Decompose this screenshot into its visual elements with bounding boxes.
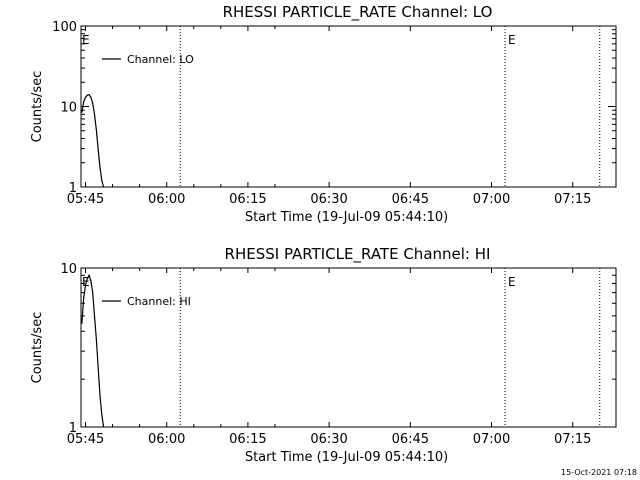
x-axis-label: Start Time (19-Jul-09 05:44:10) [245,210,448,225]
x-tick-label: 06:30 [310,192,347,207]
corner-flag-label: E [82,33,90,47]
data-point [103,186,105,188]
x-tick-label: 05:45 [67,192,104,207]
x-tick-label: 07:00 [473,192,510,207]
data-point [83,297,85,299]
data-point [90,96,92,98]
data-point [93,315,96,317]
data-point [95,128,97,130]
y-axis-label: Counts/sec [30,312,45,384]
x-tick-label: 07:00 [473,432,510,447]
data-point [84,284,87,286]
data-point [99,393,101,396]
x-axis-label: Start Time (19-Jul-09 05:44:10) [245,450,448,465]
x-tick-label: 05:45 [67,432,104,447]
chart-panel-hi: RHESSI PARTICLE_RATE Channel: HI 05:45 06:… [30,245,617,465]
data-point [83,101,85,103]
legend-label: Channel: LO [127,53,194,66]
chart-panel-lo: RHESSI PARTICLE_RATE Channel: LO 05:45 06:… [30,3,617,225]
data-point [84,96,87,98]
data-point [90,280,92,282]
data-point [101,413,103,415]
series-line [81,273,105,428]
x-tick-label: 06:15 [229,192,266,207]
data-point [88,94,90,96]
legend-label: Channel: HI [127,295,191,308]
plot-frame [80,267,617,428]
y-tick-label: 100 [52,20,77,35]
y-tick-label: 10 [60,101,77,116]
data-point [101,180,103,182]
plot-frame [80,25,617,188]
data-point [97,365,99,368]
y-tick-label: 1 [69,181,77,196]
data-point [95,337,97,340]
chart-title: RHESSI PARTICLE_RATE Channel: HI [225,245,491,264]
chart-title: RHESSI PARTICLE_RATE Channel: LO [223,3,493,22]
y-tick-label: 10 [60,262,77,277]
data-point [81,111,83,113]
x-tick-label: 06:15 [229,432,266,447]
timestamp-label: 15-Oct-2021 07:18 [561,468,637,477]
data-point [97,148,99,150]
x-tick-label: 06:30 [310,432,347,447]
data-point [93,113,96,115]
event-marker-label: E [508,33,516,47]
data-point [86,94,88,96]
data-point [92,102,94,104]
y-tick-label: 1 [69,421,77,436]
series-line [81,94,105,188]
x-tick-label: 06:00 [148,432,185,447]
x-tick-label: 06:45 [392,192,429,207]
y-axis-label: Counts/sec [30,71,45,143]
data-point [86,277,88,279]
data-point [99,165,101,168]
data-point [88,274,90,276]
x-tick-label: 07:15 [554,192,591,207]
event-marker-label: E [508,275,516,289]
data-point [81,322,83,324]
x-tick-label: 07:15 [554,432,591,447]
x-tick-label: 06:00 [148,192,185,207]
x-tick-label: 06:45 [392,432,429,447]
data-point [92,292,94,294]
data-point [103,426,105,428]
